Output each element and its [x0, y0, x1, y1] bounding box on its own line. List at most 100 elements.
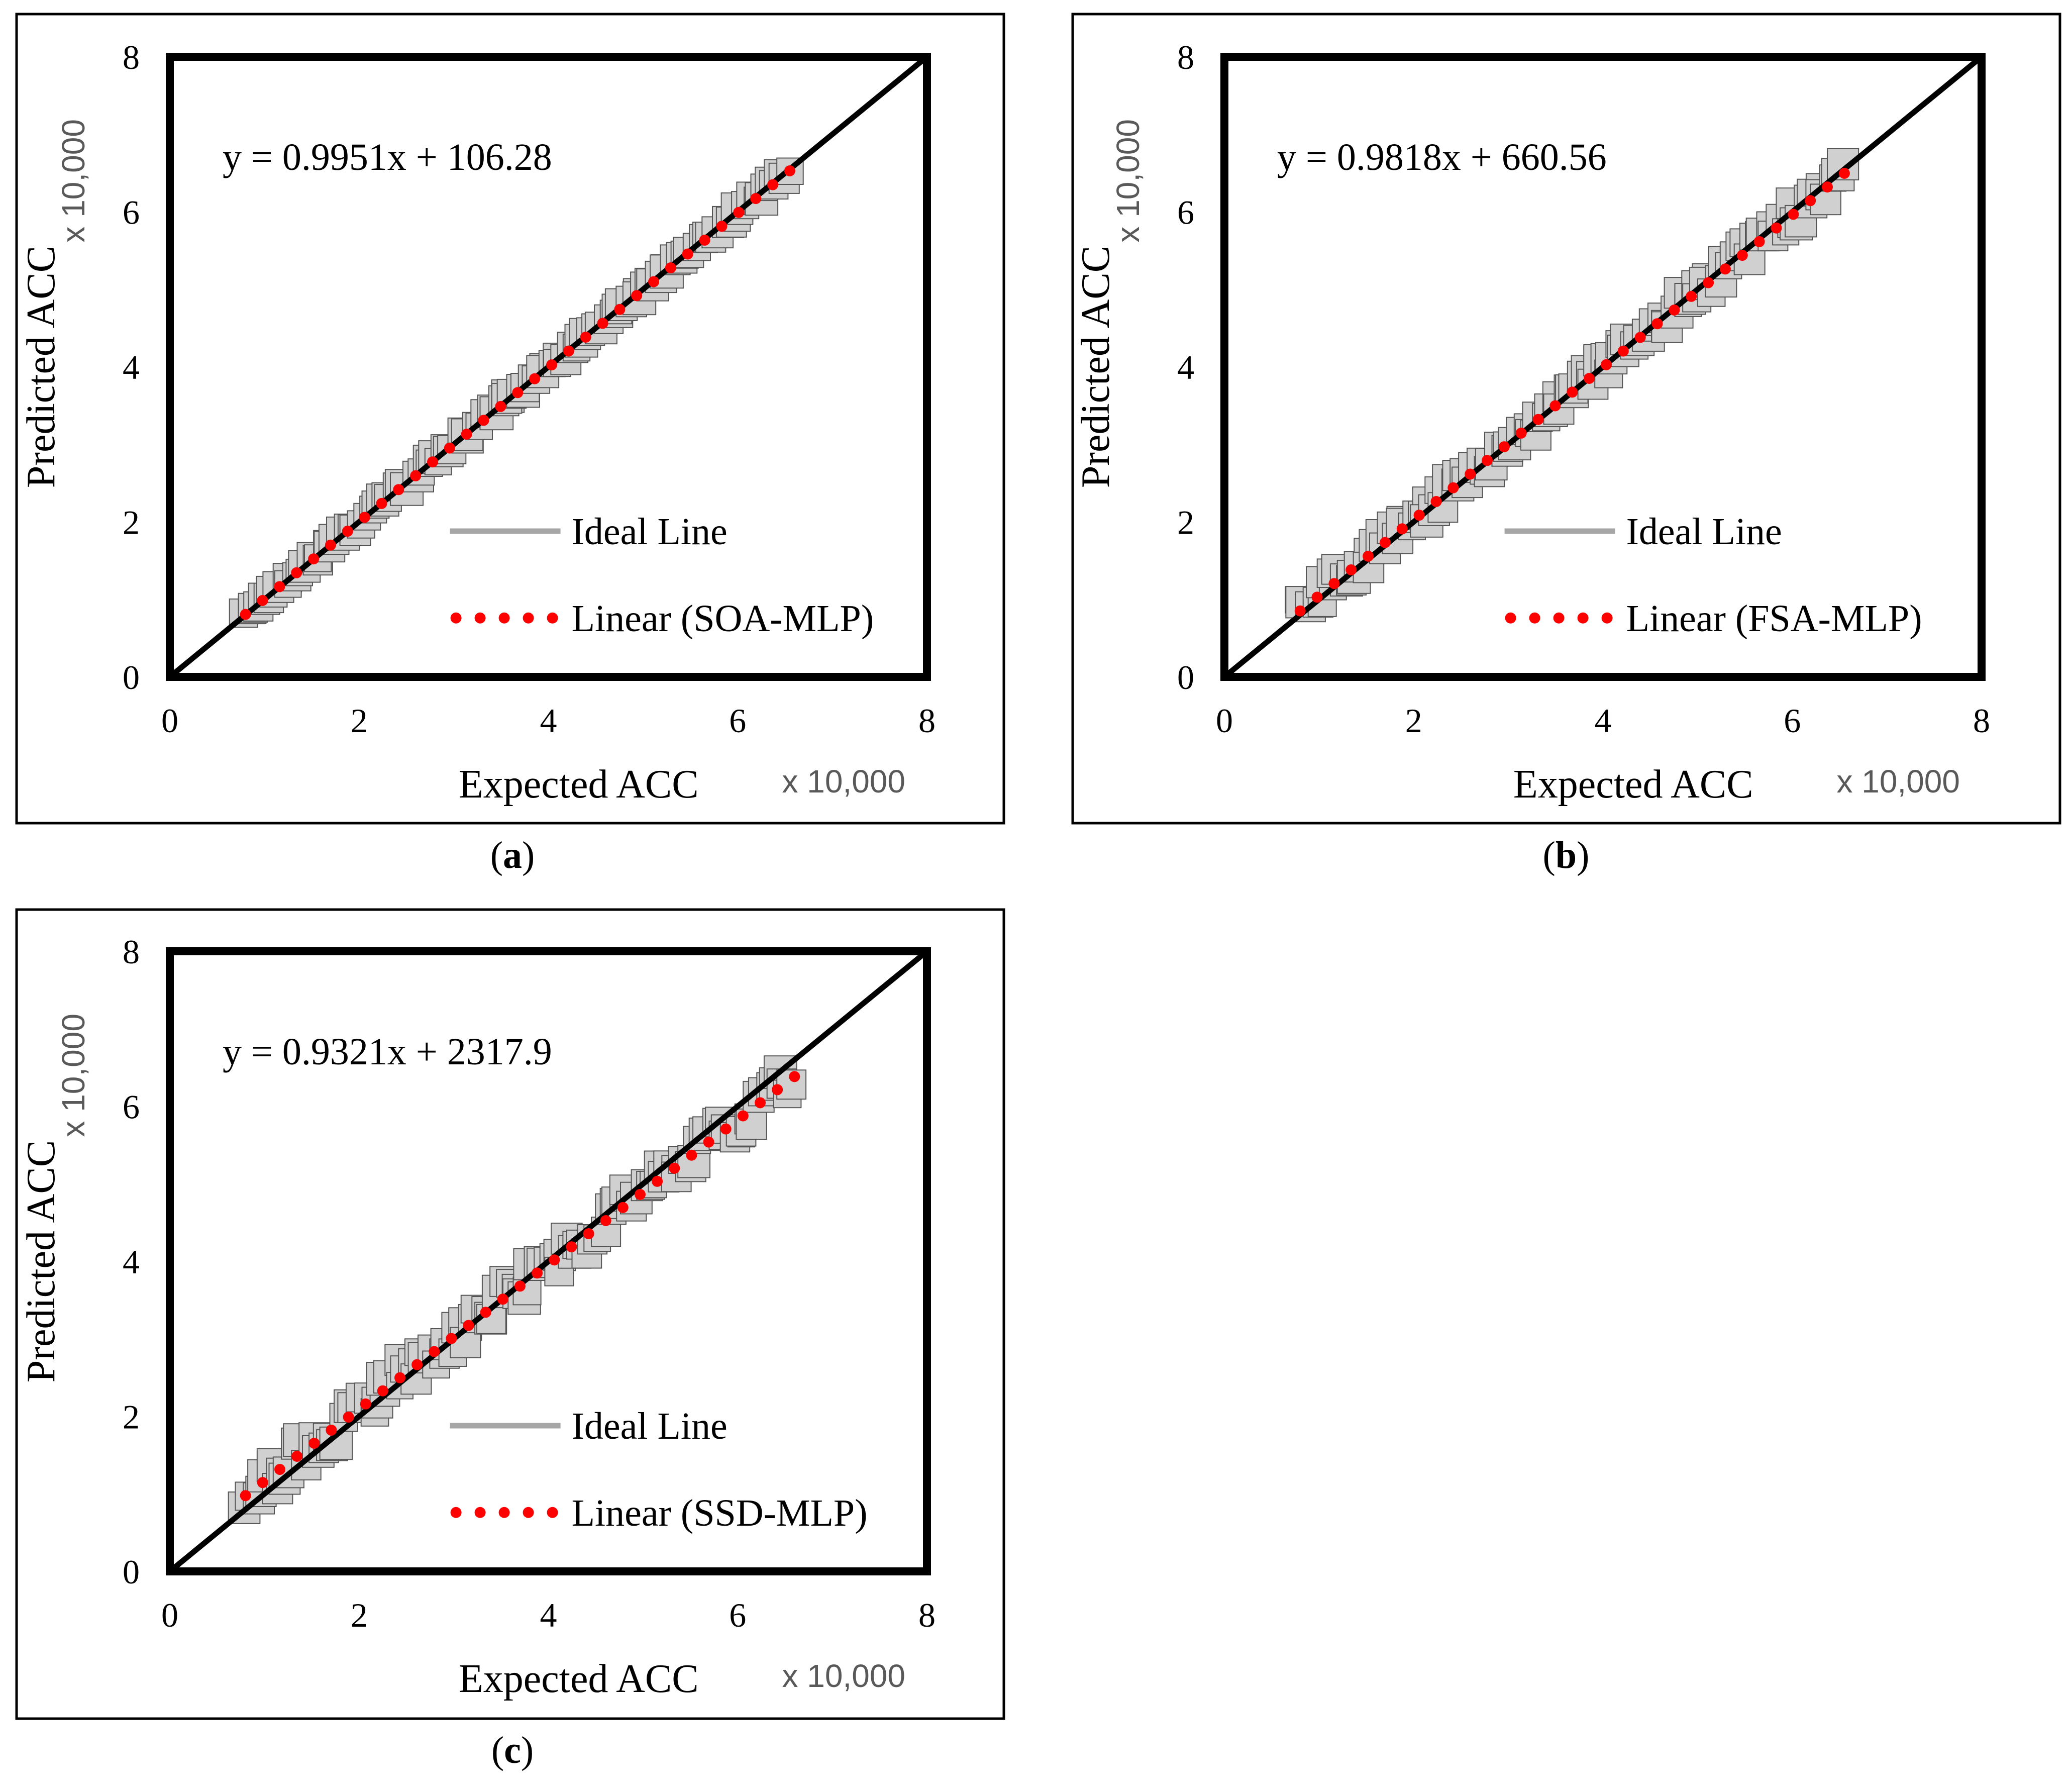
trend-dot	[497, 1294, 508, 1305]
trend-dot	[360, 1398, 371, 1410]
trend-dot	[566, 1241, 577, 1253]
x-tick-label: 8	[918, 1596, 936, 1634]
trend-dot	[1413, 510, 1425, 521]
trend-dot	[733, 207, 745, 218]
trend-dot	[1601, 359, 1612, 370]
y-tick-label: 4	[123, 348, 140, 386]
legend-trend-swatch-dot	[498, 612, 510, 624]
trend-dot	[377, 1385, 388, 1397]
trend-dot	[772, 1084, 783, 1096]
plot-border	[166, 947, 931, 1575]
legend-trend-swatch-dot	[1553, 612, 1565, 624]
trend-dot	[1379, 537, 1391, 548]
trend-dot	[325, 539, 336, 551]
trend-dot	[1567, 386, 1578, 398]
y-axis-multiplier: x 10,000	[1110, 119, 1146, 243]
legend-trend-label: Linear (SSD-MLP)	[572, 1492, 868, 1534]
trend-dot	[686, 1149, 697, 1161]
trend-dot	[1771, 222, 1782, 234]
y-axis-multiplier: x 10,000	[55, 1014, 91, 1137]
trend-dot	[463, 1320, 474, 1331]
trend-dot	[614, 304, 626, 315]
trend-dot	[703, 1136, 714, 1148]
trend-dot	[682, 248, 693, 260]
legend-trend-label: Linear (FSA-MLP)	[1626, 598, 1922, 640]
trend-dot	[600, 1215, 611, 1226]
trend-dot	[1498, 441, 1510, 453]
trend-dot	[410, 470, 422, 481]
x-axis-multiplier: x 10,000	[782, 763, 905, 800]
panel-letter: c	[504, 1729, 521, 1771]
panel-letter: b	[1556, 834, 1577, 876]
trend-dot	[1363, 550, 1374, 562]
trend-dot	[480, 1307, 491, 1318]
trend-dot	[1311, 591, 1323, 603]
legend-ideal-label: Ideal Line	[572, 511, 728, 553]
trend-dot	[274, 581, 285, 592]
trend-dot	[635, 1188, 646, 1200]
x-tick-label: 0	[161, 1596, 178, 1634]
regression-equation: y = 0.9321x + 2317.9	[223, 1031, 552, 1073]
x-tick-label: 0	[161, 702, 178, 740]
trend-dot	[429, 1346, 440, 1357]
y-tick-label: 6	[123, 193, 140, 232]
x-tick-label: 6	[729, 1596, 746, 1634]
trend-dot	[1719, 263, 1731, 275]
legend-trend-swatch-dot	[1529, 612, 1540, 624]
trend-dot	[1294, 605, 1306, 617]
y-tick-label: 2	[123, 504, 140, 542]
plot-border	[166, 53, 931, 681]
trend-dot	[514, 1280, 526, 1292]
plot-border	[1220, 53, 1986, 681]
trend-dot	[257, 595, 268, 606]
x-axis-multiplier: x 10,000	[782, 1658, 905, 1694]
legend-trend-swatch-dot	[547, 612, 558, 624]
trend-dot	[1617, 345, 1629, 357]
trend-dot	[1651, 318, 1663, 330]
panel-caption: (c)	[491, 1729, 534, 1771]
legend-trend-swatch-dot	[1577, 612, 1589, 624]
plot-area	[170, 57, 927, 677]
y-tick-label: 4	[1177, 348, 1194, 386]
trend-dot	[1753, 236, 1765, 247]
trend-dot	[1703, 277, 1714, 288]
trend-dot	[767, 179, 778, 190]
trend-dot	[1482, 455, 1493, 466]
trend-dot	[1549, 400, 1561, 412]
x-tick-label: 0	[1216, 702, 1233, 740]
trend-dot	[326, 1424, 337, 1436]
trend-dot	[308, 1438, 320, 1449]
trend-dot	[755, 1097, 766, 1109]
plot-area	[1224, 57, 1982, 677]
legend-trend-swatch-dot	[450, 612, 462, 624]
x-tick-label: 4	[540, 1596, 557, 1634]
x-axis-title: Expected ACC	[459, 762, 699, 807]
trend-dot	[1669, 305, 1680, 316]
legend-trend-swatch-dot	[474, 612, 486, 624]
x-tick-label: 8	[918, 702, 936, 740]
trend-dot	[699, 234, 710, 246]
legend-trend-swatch-dot	[474, 1507, 486, 1518]
y-axis-title: Predicted ACC	[1074, 246, 1118, 488]
x-axis-multiplier: x 10,000	[1836, 763, 1960, 800]
x-axis-title: Expected ACC	[459, 1657, 699, 1701]
trend-dot	[583, 1228, 594, 1239]
trend-dot	[1788, 209, 1799, 220]
trend-dot	[597, 318, 608, 329]
x-tick-label: 4	[1595, 702, 1612, 740]
trend-dot	[427, 456, 438, 468]
y-tick-label: 8	[123, 933, 140, 971]
trend-dot	[240, 1490, 251, 1502]
trend-dot	[495, 401, 506, 412]
y-tick-label: 6	[123, 1088, 140, 1126]
legend-trend-label: Linear (SOA-MLP)	[572, 598, 874, 640]
y-axis-title: Predicted ACC	[19, 246, 63, 488]
trend-dot	[716, 221, 728, 232]
legend-trend-swatch-dot	[1601, 612, 1613, 624]
legend-trend-swatch-dot	[523, 612, 534, 624]
trend-dot	[478, 415, 489, 426]
trend-dot	[648, 276, 660, 287]
trend-dot	[1736, 250, 1748, 261]
